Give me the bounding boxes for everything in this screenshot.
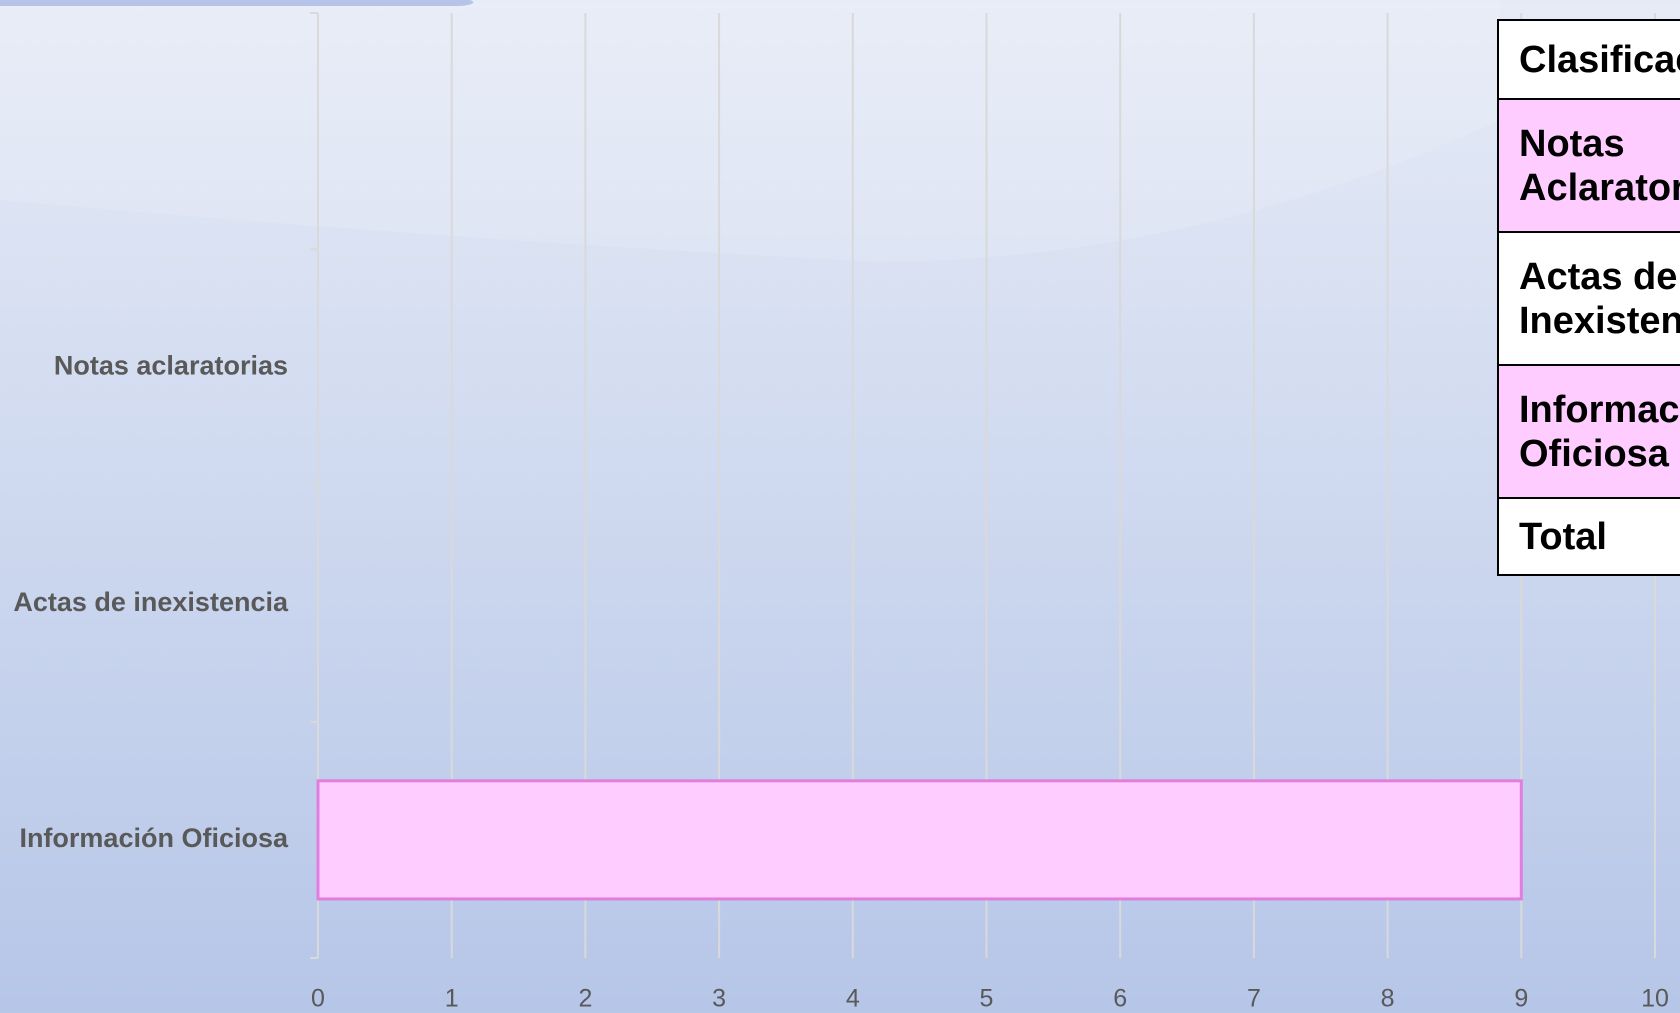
table-cell: Clasificación (1499, 21, 1680, 98)
x-tick-label: 4 (846, 985, 860, 1013)
table-cell: Total (1499, 497, 1680, 574)
x-tick-label: 9 (1514, 985, 1528, 1013)
table: ClasificaciónNotas AclaratoriasActas de … (1497, 19, 1680, 576)
x-tick-label: 7 (1247, 985, 1261, 1013)
category-label: Notas aclaratorias (54, 351, 288, 381)
x-tick-label: 2 (578, 985, 592, 1013)
table-cell: Actas de Inexistencia (1499, 231, 1680, 364)
decor-tab (0, 0, 474, 6)
x-tick-label: 8 (1381, 985, 1395, 1013)
x-tick-label: 3 (712, 985, 726, 1013)
category-label: Actas de inexistencia (13, 587, 289, 617)
x-tick-label: 1 (445, 985, 459, 1013)
x-tick-label: 10 (1641, 985, 1669, 1013)
bar (316, 779, 1523, 901)
x-tick-label: 6 (1113, 985, 1127, 1013)
table-cell: Información Oficiosa (1499, 364, 1680, 497)
x-tick-label: 0 (311, 985, 325, 1013)
category-label: Información Oficiosa (19, 823, 289, 853)
table-cell: Notas Aclaratorias (1499, 98, 1680, 231)
decor-wave (0, 0, 1500, 262)
x-tick-label: 5 (980, 985, 994, 1013)
